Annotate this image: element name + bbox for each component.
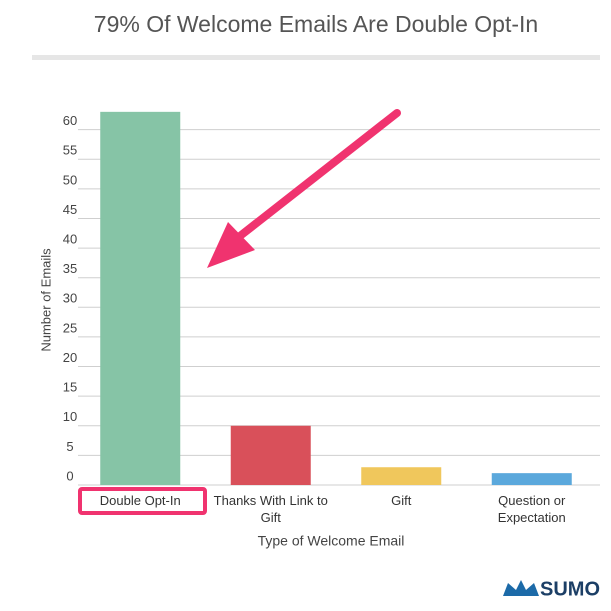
bar xyxy=(361,467,442,485)
y-tick-label: 20 xyxy=(63,350,77,365)
x-tick-label: Question or Expectation xyxy=(497,493,566,525)
y-tick-label: 30 xyxy=(63,291,77,306)
y-tick-label: 15 xyxy=(63,380,77,395)
y-axis-title: Number of Emails xyxy=(38,248,53,352)
brand-logo: SUMO xyxy=(540,578,600,600)
arrow-head xyxy=(207,222,255,268)
y-tick-label: 35 xyxy=(63,261,77,276)
x-tick-label: Gift xyxy=(391,493,412,508)
x-axis-title: Type of Welcome Email xyxy=(258,533,405,549)
y-tick-label: 50 xyxy=(63,172,77,187)
title-rule xyxy=(32,55,600,60)
y-tick-label: 5 xyxy=(66,439,73,454)
bar xyxy=(100,111,181,485)
y-tick-label: 60 xyxy=(63,113,77,128)
bar xyxy=(230,425,311,485)
bar xyxy=(491,473,572,485)
y-tick-label: 0 xyxy=(66,468,73,483)
y-tick-label: 45 xyxy=(63,202,77,217)
y-tick-label: 25 xyxy=(63,320,77,335)
chart-title: 79% Of Welcome Emails Are Double Opt-In xyxy=(94,11,538,37)
plot-area: 0 5 10 15 20 25 30 35 40 45 50 55 60 xyxy=(63,111,600,486)
y-tick-label: 40 xyxy=(63,232,77,247)
highlight-box xyxy=(78,487,207,515)
y-tick-label: 55 xyxy=(63,143,77,158)
arrow-shaft xyxy=(236,109,401,240)
logo-crown xyxy=(503,580,539,596)
y-tick-label: 10 xyxy=(63,409,77,424)
x-tick-label: Thanks With Link to Gift xyxy=(213,493,328,525)
x-tick-label: Double Opt-In xyxy=(99,493,181,508)
